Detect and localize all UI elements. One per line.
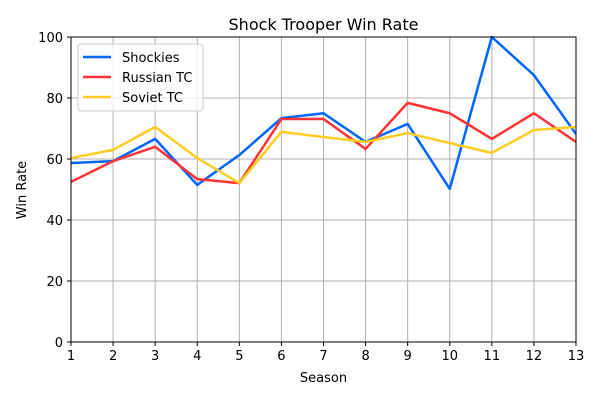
- legend-label: Soviet TC: [122, 91, 183, 106]
- x-tick-label: 9: [404, 349, 412, 364]
- legend-label: Russian TC: [122, 71, 192, 86]
- x-tick-label: 7: [319, 349, 327, 364]
- x-tick-label: 6: [277, 349, 285, 364]
- x-tick-label: 5: [235, 349, 243, 364]
- y-tick-label: 100: [38, 31, 63, 46]
- x-tick-label: 11: [484, 349, 501, 364]
- x-tick-label: 13: [568, 349, 585, 364]
- x-tick-label: 12: [526, 349, 543, 364]
- x-tick-label: 8: [361, 349, 369, 364]
- legend: Shockies Russian TC Soviet TC: [77, 43, 204, 112]
- y-tick-label: 40: [46, 214, 63, 229]
- y-tick-label: 60: [46, 153, 63, 168]
- legend-label: Shockies: [122, 51, 180, 66]
- x-tick-label: 2: [109, 349, 117, 364]
- x-axis-label: Season: [300, 371, 347, 386]
- x-tick-label: 4: [193, 349, 201, 364]
- x-tick-label: 1: [67, 349, 75, 364]
- y-tick-label: 20: [46, 275, 63, 290]
- y-axis-label: Win Rate: [15, 161, 30, 219]
- series-line-soviet-tc: [70, 125, 577, 185]
- series-line-russian-tc: [70, 101, 577, 185]
- x-tick-label: 3: [151, 349, 159, 364]
- x-tick-label: 10: [441, 349, 458, 364]
- chart-title: Shock Trooper Win Rate: [229, 15, 419, 34]
- legend-box: [77, 43, 204, 112]
- y-tick-label: 80: [46, 92, 63, 107]
- y-tick-label: 0: [55, 336, 63, 351]
